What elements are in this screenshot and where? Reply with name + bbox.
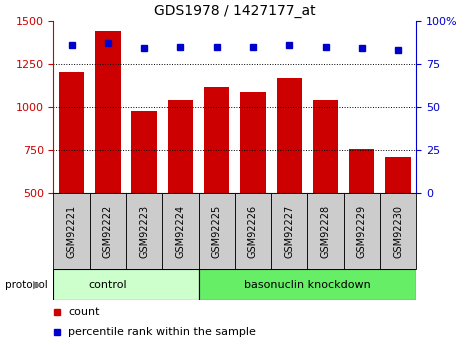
- Bar: [53, 269, 199, 300]
- Text: GSM92225: GSM92225: [212, 205, 222, 258]
- Bar: [90, 193, 126, 269]
- Bar: [385, 157, 411, 193]
- Text: percentile rank within the sample: percentile rank within the sample: [68, 327, 256, 337]
- Bar: [307, 193, 344, 269]
- Text: GSM92228: GSM92228: [320, 205, 331, 258]
- Bar: [235, 193, 271, 269]
- Text: GSM92227: GSM92227: [284, 205, 294, 258]
- Bar: [313, 100, 338, 193]
- Bar: [277, 78, 302, 193]
- Bar: [380, 193, 416, 269]
- Text: count: count: [68, 307, 100, 317]
- Text: protocol: protocol: [5, 280, 47, 289]
- Text: GSM92221: GSM92221: [66, 205, 77, 258]
- Bar: [344, 193, 380, 269]
- Bar: [199, 269, 416, 300]
- Text: GSM92230: GSM92230: [393, 205, 403, 258]
- Text: GSM92222: GSM92222: [103, 205, 113, 258]
- Title: GDS1978 / 1427177_at: GDS1978 / 1427177_at: [154, 4, 316, 18]
- Bar: [204, 87, 229, 193]
- Text: GSM92224: GSM92224: [175, 205, 186, 258]
- Text: ▶: ▶: [33, 280, 41, 289]
- Text: GSM92229: GSM92229: [357, 205, 367, 258]
- Bar: [132, 111, 157, 193]
- Bar: [95, 31, 120, 193]
- Bar: [240, 92, 266, 193]
- Bar: [59, 72, 84, 193]
- Text: control: control: [88, 280, 127, 289]
- Bar: [199, 193, 235, 269]
- Bar: [162, 193, 199, 269]
- Bar: [271, 193, 307, 269]
- Bar: [53, 193, 90, 269]
- Text: GSM92223: GSM92223: [139, 205, 149, 258]
- Bar: [349, 149, 374, 193]
- Text: basonuclin knockdown: basonuclin knockdown: [244, 280, 371, 289]
- Bar: [126, 193, 162, 269]
- Text: GSM92226: GSM92226: [248, 205, 258, 258]
- Bar: [168, 100, 193, 193]
